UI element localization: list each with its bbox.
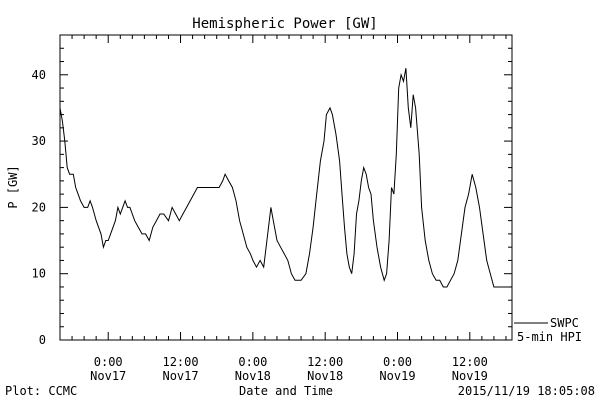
x-tick-label-date: Nov17 bbox=[90, 369, 126, 383]
x-tick-label-date: Nov19 bbox=[452, 369, 488, 383]
x-tick-label-time: 12:00 bbox=[452, 355, 488, 369]
y-tick-label: 20 bbox=[32, 200, 46, 214]
x-tick-label-time: 12:00 bbox=[307, 355, 343, 369]
y-axis-ticks: 0 10 20 30 40 bbox=[32, 34, 512, 347]
x-tick-label-date: Nov18 bbox=[307, 369, 343, 383]
y-tick-label: 40 bbox=[32, 68, 46, 82]
footer-plot-credit: Plot: CCMC bbox=[5, 384, 77, 398]
x-axis-ticks: 0:00Nov1712:00Nov170:00Nov1812:00Nov180:… bbox=[59, 35, 507, 383]
footer-timestamp: 2015/11/19 18:05:08 bbox=[458, 384, 595, 398]
y-tick-label: 0 bbox=[39, 333, 46, 347]
x-axis-label: Date and Time bbox=[239, 384, 333, 398]
x-tick-label-time: 0:00 bbox=[238, 355, 267, 369]
y-tick-label: 30 bbox=[32, 134, 46, 148]
x-tick-label-time: 12:00 bbox=[162, 355, 198, 369]
plot-frame bbox=[59, 34, 513, 341]
legend-source: SWPC bbox=[550, 316, 579, 330]
legend-series-label: 5-min HPI bbox=[517, 330, 582, 344]
x-tick-label-date: Nov17 bbox=[162, 369, 198, 383]
y-tick-label: 10 bbox=[32, 267, 46, 281]
y-axis-label: P [GW] bbox=[6, 165, 20, 208]
legend: SWPC 5-min HPI bbox=[514, 316, 582, 344]
chart-title: Hemispheric Power [GW] bbox=[192, 16, 377, 32]
x-tick-label-time: 0:00 bbox=[383, 355, 412, 369]
x-tick-label-time: 0:00 bbox=[94, 355, 123, 369]
series-line-swpc bbox=[59, 68, 512, 288]
x-tick-label-date: Nov19 bbox=[379, 369, 415, 383]
x-tick-label-date: Nov18 bbox=[235, 369, 271, 383]
